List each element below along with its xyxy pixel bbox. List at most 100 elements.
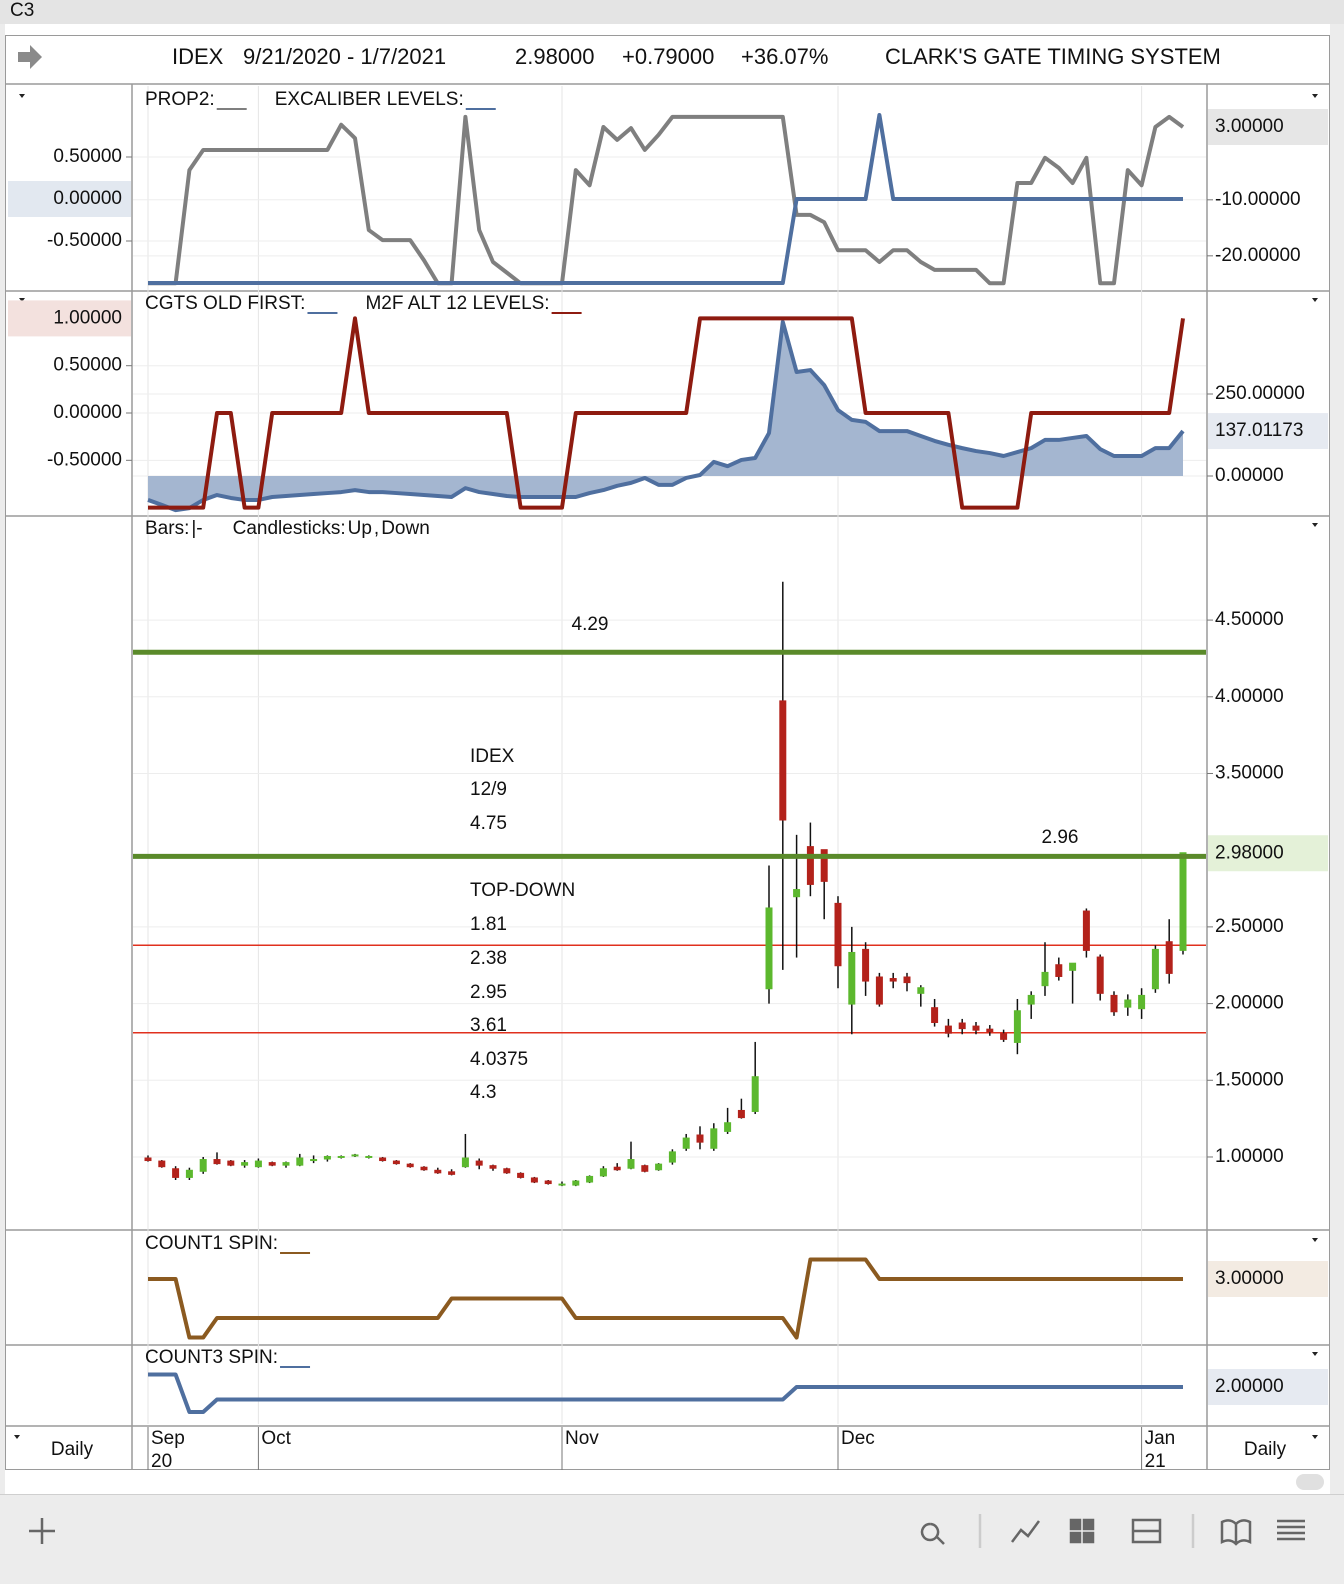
- candle-body: [448, 1171, 456, 1175]
- x-tick-label: Nov: [565, 1428, 599, 1449]
- period-left[interactable]: Daily: [51, 1439, 94, 1460]
- y2-tick-label: 3.50000: [1215, 762, 1284, 783]
- last-value-label: 2.98000: [1215, 842, 1284, 863]
- candle-body: [806, 846, 814, 885]
- candle-body: [958, 1022, 966, 1030]
- candle-body: [227, 1160, 235, 1166]
- candle-body: [917, 987, 925, 994]
- y-tick-label: -0.50000: [47, 230, 122, 251]
- candle-body: [572, 1180, 580, 1186]
- candle-body: [903, 976, 911, 984]
- candle-body: [351, 1154, 359, 1157]
- candle-body: [613, 1166, 621, 1171]
- layout-icon[interactable]: [1069, 1518, 1095, 1544]
- line: [148, 114, 1185, 286]
- panel-icon[interactable]: [1131, 1518, 1162, 1544]
- candle-body: [972, 1025, 980, 1031]
- candle-body: [1041, 971, 1049, 987]
- book-icon[interactable]: [1220, 1519, 1252, 1546]
- toolbar-icons: [29, 1514, 1305, 1548]
- draw-icon[interactable]: [1011, 1520, 1041, 1543]
- panel-menu[interactable]: [1312, 523, 1318, 527]
- candle-body: [1000, 1033, 1008, 1040]
- candle-body: [268, 1162, 276, 1166]
- candle-body: [379, 1157, 387, 1162]
- annotation: 2.95: [470, 982, 507, 1003]
- panel-menu[interactable]: [19, 94, 25, 98]
- period-right[interactable]: Daily: [1244, 1439, 1287, 1460]
- candle-body: [820, 849, 828, 882]
- candle-body: [1013, 1010, 1021, 1043]
- frame: [5, 35, 1330, 1470]
- candle-body: [627, 1159, 635, 1169]
- candle-body: [282, 1162, 290, 1166]
- y2-tick-label: 2.50000: [1215, 916, 1284, 937]
- list-icon[interactable]: [1277, 1519, 1305, 1541]
- x-tick-label: Jan: [1145, 1428, 1176, 1449]
- candle-body: [144, 1157, 152, 1162]
- candle-body: [365, 1155, 373, 1158]
- arrow-icon[interactable]: [18, 45, 42, 69]
- candle-body: [696, 1134, 704, 1143]
- y2-tick-label: 4.50000: [1215, 609, 1284, 630]
- candle-body: [310, 1159, 318, 1162]
- candle-body: [931, 1007, 939, 1023]
- legend-item: |-: [191, 518, 202, 539]
- x-tick-label: Sep: [151, 1428, 185, 1449]
- level-label: 4.29: [572, 614, 609, 635]
- area: [148, 321, 1183, 511]
- candle-body: [172, 1168, 180, 1178]
- candle-body: [337, 1155, 345, 1158]
- legend-item: PROP2:: [145, 89, 215, 110]
- annotation: 4.3: [470, 1082, 496, 1103]
- line: [148, 316, 1185, 510]
- annotation: 4.75: [470, 813, 507, 834]
- y2-tick-label: 0.00000: [1215, 465, 1284, 486]
- last-value-label: 137.01173: [1215, 420, 1303, 441]
- period-menu[interactable]: [1312, 1435, 1318, 1439]
- y-tick-label: 0.50000: [53, 355, 122, 376]
- legend-item: CGTS OLD FIRST:: [145, 293, 305, 314]
- candle-body: [779, 700, 787, 821]
- y2-tick-label: 2.00000: [1215, 993, 1284, 1014]
- candle-body: [986, 1028, 994, 1033]
- candle-body: [558, 1183, 566, 1186]
- y2-tick-label: -20.00000: [1215, 245, 1301, 266]
- panel-menu[interactable]: [1312, 1238, 1318, 1242]
- candle-body: [586, 1175, 594, 1183]
- candle-body: [765, 907, 773, 990]
- panel-menu[interactable]: [1312, 94, 1318, 98]
- last-value-label: 1.00000: [53, 307, 122, 328]
- candle-body: [503, 1168, 511, 1174]
- candle-body: [1151, 948, 1159, 990]
- panel-menu[interactable]: [19, 298, 25, 302]
- panel-menu[interactable]: [1312, 298, 1318, 302]
- date-range: 9/21/2020 - 1/7/2021: [243, 44, 446, 69]
- panel-menu[interactable]: [1312, 1352, 1318, 1356]
- percent-change: +36.07%: [741, 44, 828, 69]
- candle-body: [1124, 999, 1132, 1008]
- search-icon[interactable]: [920, 1522, 945, 1545]
- legend-item: ,: [374, 518, 379, 539]
- candle-body: [1179, 852, 1187, 951]
- candle-body: [737, 1109, 745, 1119]
- candle-body: [641, 1165, 649, 1172]
- x-year-label: 21: [1145, 1451, 1166, 1472]
- last-value-tag: [1208, 1369, 1328, 1405]
- last-price: 2.98000: [515, 44, 595, 69]
- candle-body: [420, 1166, 428, 1171]
- last-value-tag: [1208, 413, 1328, 450]
- candle-body: [599, 1168, 607, 1177]
- add-icon[interactable]: [29, 1518, 55, 1544]
- line: [147, 319, 1185, 513]
- scrollbar[interactable]: [1296, 1474, 1324, 1490]
- legend-item: COUNT3 SPIN:: [145, 1347, 278, 1368]
- line: [148, 1372, 1183, 1414]
- legend-item: Up: [348, 518, 372, 539]
- x-tick-label: Dec: [841, 1428, 875, 1449]
- candle-body: [834, 902, 842, 967]
- period-menu[interactable]: [14, 1435, 20, 1439]
- candle-body: [1165, 941, 1173, 974]
- last-value-label: 3.00000: [1215, 116, 1284, 137]
